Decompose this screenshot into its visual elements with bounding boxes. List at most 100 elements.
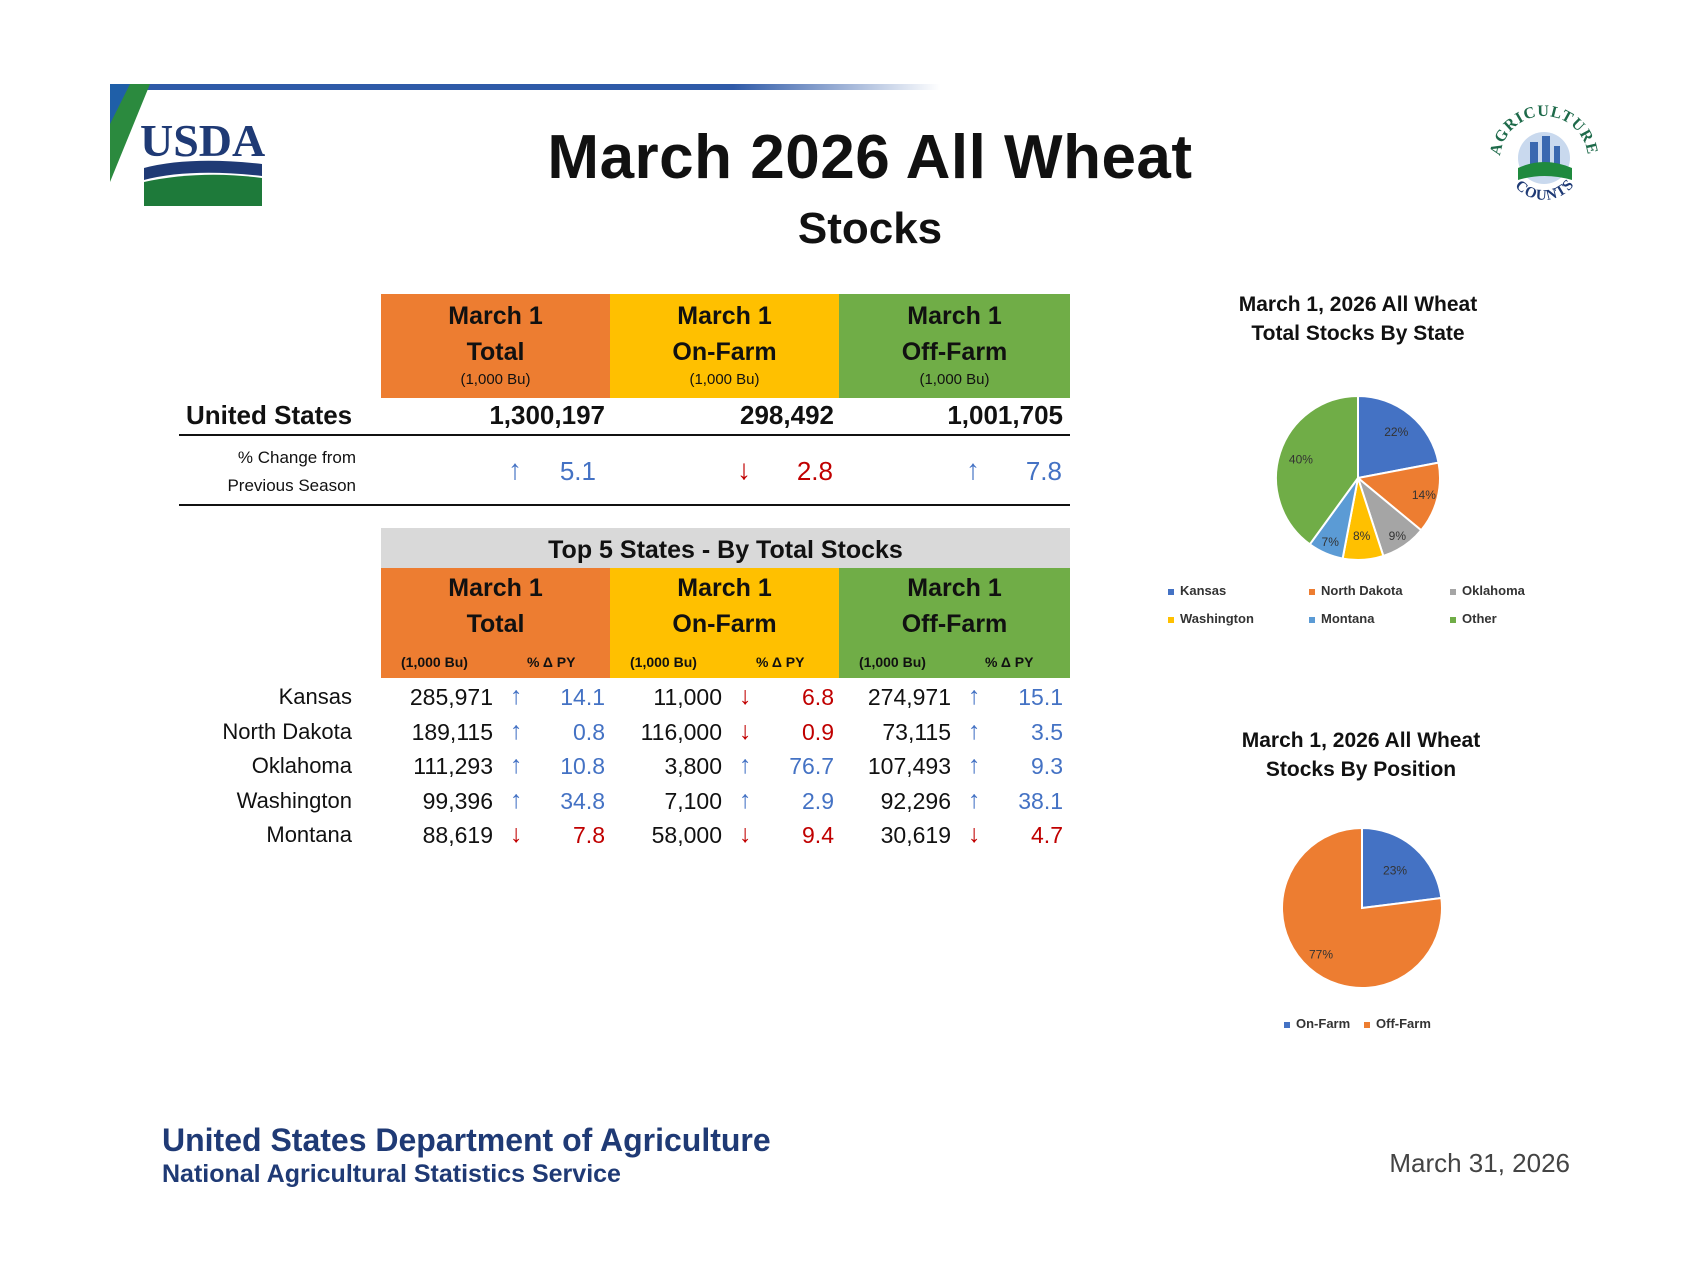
top5-value-cell: 274,971 [867, 684, 951, 710]
top5-pct-cell: 14.1 [560, 684, 605, 710]
usda-logo-text: USDA [140, 115, 265, 166]
pie-data-label: 14% [1412, 488, 1436, 502]
legend-label: Washington [1180, 611, 1254, 626]
legend-label: Other [1462, 611, 1497, 626]
top5-up-arrow-icon: ↑ [968, 751, 981, 779]
page-title: March 2026 All Wheat [547, 123, 1193, 192]
top5-up-arrow-icon: ↑ [510, 682, 523, 710]
top5-pct-cell: 7.8 [573, 822, 605, 848]
legend-label: Kansas [1180, 583, 1227, 598]
pie-data-label: 8% [1353, 529, 1371, 543]
top5-up-arrow-icon: ↑ [510, 785, 523, 814]
legend-entry-on-farm: On-Farm [1284, 1016, 1350, 1031]
us-total-pct: 5.1 [559, 456, 596, 486]
legend-label: Off-Farm [1376, 1016, 1431, 1031]
top5-pct-cell: 0.8 [573, 718, 605, 745]
us-divider-bottom [179, 504, 1070, 506]
legend-entry-off-farm: Off-Farm [1364, 1016, 1431, 1031]
top5-value-cell: 285,971 [409, 684, 493, 710]
us-label: United States [186, 400, 353, 430]
us-total-value: 1,300,197 [489, 400, 605, 430]
us-onfarm-value: 298,492 [740, 400, 834, 430]
top5-pct-cell: 15.1 [1018, 684, 1063, 710]
legend-label: On-Farm [1296, 1016, 1351, 1031]
top5-state-label: North Dakota [222, 718, 352, 744]
header-gradient-line [112, 84, 1492, 90]
us-offfarm-pct: 7.8 [1025, 456, 1062, 486]
legend-swatch [1450, 616, 1456, 623]
pie-slice-kansas [1357, 394, 1440, 480]
top5-state-label: Kansas [278, 684, 352, 709]
top5-pct-cell: 3.5 [1031, 718, 1063, 745]
top5-pct-cell: 9.4 [802, 822, 834, 848]
usda-logo: USDA [110, 84, 265, 206]
pie-slice-off-farm [1281, 826, 1443, 989]
top5-pct-cell: 0.9 [802, 718, 834, 745]
pie2-title: March 1, 2026 All Wheat Stocks By Positi… [1241, 729, 1481, 781]
legend-entry-montana: Montana [1309, 611, 1374, 626]
top5-up-arrow-icon: ↑ [968, 716, 981, 745]
top5-down-arrow-icon: ↓ [739, 682, 752, 710]
legend-label: Montana [1321, 611, 1375, 626]
top5-value-cell: 58,000 [651, 822, 722, 848]
top5-pct-cell: 6.8 [802, 684, 834, 710]
us-offfarm-pct-arrow-icon: ↑ [966, 454, 980, 485]
pie1-chart: 22% 14% 9% 8% 7% 40% [1275, 394, 1441, 561]
top5-value-cell: 7,100 [664, 787, 722, 814]
top5-down-arrow-icon: ↓ [968, 820, 981, 848]
top5-down-arrow-icon: ↓ [739, 820, 752, 848]
top5-down-arrow-icon: ↓ [510, 820, 523, 848]
page-subtitle: Stocks [797, 204, 943, 253]
legend-swatch [1168, 616, 1174, 623]
top5-header-offfarm: March 1 Off-Farm (1,000 Bu) % Δ PY [839, 568, 1070, 678]
legend-entry-north-dakota: North Dakota [1309, 583, 1403, 598]
pie-slice-other [1275, 394, 1359, 546]
agriculture-counts-logo: AGRICULTURE COUNTS [1487, 103, 1600, 204]
legend-swatch [1364, 1021, 1370, 1028]
top5-value-cell: 3,800 [664, 753, 722, 779]
top5-up-arrow-icon: ↑ [510, 716, 523, 745]
legend-swatch [1309, 616, 1315, 623]
top5-up-arrow-icon: ↑ [739, 785, 752, 814]
us-header-offfarm: March 1 Off-Farm (1,000 Bu) [839, 294, 1070, 398]
top5-value-cell: 111,293 [413, 753, 493, 779]
top5-header-onfarm: March 1 On-Farm (1,000 Bu) % Δ PY [610, 568, 839, 678]
legend-swatch [1309, 588, 1315, 595]
top5-state-label: Washington [236, 787, 352, 813]
top5-value-cell: 73,115 [882, 718, 951, 745]
top5-pct-cell: 38.1 [1018, 787, 1063, 814]
top5-pct-cell: 10.8 [560, 753, 605, 779]
pie-data-label: 77% [1309, 948, 1333, 962]
top5-title: Top 5 States - By Total Stocks [381, 528, 1070, 568]
top5-value-cell: 88,619 [422, 822, 493, 848]
top5-state-label: Montana [266, 822, 352, 847]
top5-state-label: Oklahoma [251, 753, 352, 778]
legend-label: North Dakota [1321, 583, 1403, 598]
us-onfarm-pct: 2.8 [796, 456, 833, 486]
top5-header-total: March 1 Total (1,000 Bu) % Δ PY [381, 568, 610, 678]
pie-data-label: 7% [1322, 535, 1340, 549]
footer-department: United States Department of Agriculture [162, 1122, 771, 1158]
legend-label: Oklahoma [1462, 583, 1525, 598]
top5-value-cell: 11,000 [653, 684, 722, 710]
pie1-title: March 1, 2026 All Wheat Total Stocks By … [1238, 293, 1478, 345]
top5-pct-cell: 4.7 [1031, 822, 1063, 848]
top5-up-arrow-icon: ↑ [968, 682, 981, 710]
legend-swatch [1450, 588, 1456, 595]
us-header-onfarm: March 1 On-Farm (1,000 Bu) [610, 294, 839, 398]
us-header-total: March 1 Total (1,000 Bu) [381, 294, 610, 398]
legend-entry-other: Other [1450, 611, 1497, 626]
pie-slice-north-dakota [1355, 461, 1441, 532]
legend-swatch [1168, 588, 1174, 595]
us-divider-top [179, 434, 1070, 436]
top5-value-cell: 30,619 [880, 822, 951, 848]
pie2-chart: 23% 77% [1281, 826, 1443, 989]
top5-value-cell: 92,296 [880, 787, 951, 814]
us-onfarm-pct-arrow-icon: ↓ [737, 454, 751, 485]
top5-up-arrow-icon: ↑ [739, 751, 752, 779]
legend-entry-oklahoma: Oklahoma [1450, 583, 1525, 598]
pie-data-label: 22% [1384, 425, 1408, 439]
top5-value-cell: 107,493 [867, 753, 951, 779]
top5-pct-cell: 2.9 [802, 787, 834, 814]
us-offfarm-value: 1,001,705 [947, 400, 1063, 430]
